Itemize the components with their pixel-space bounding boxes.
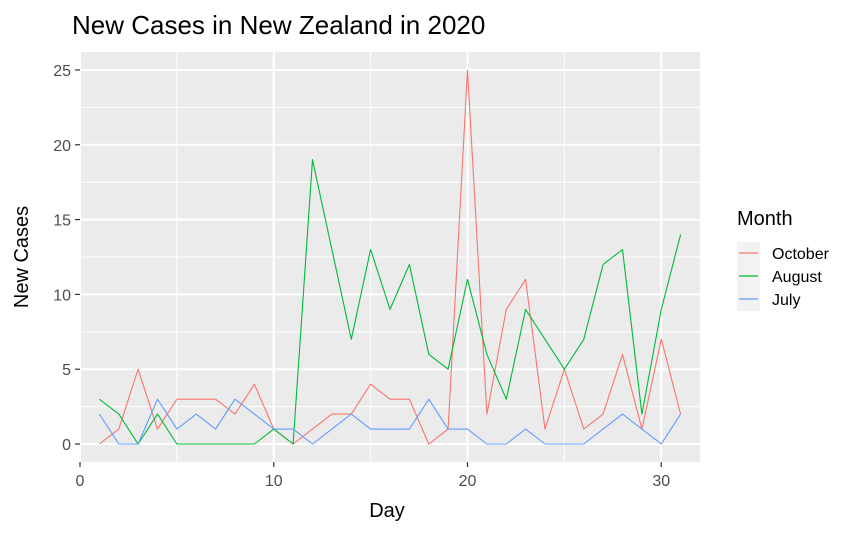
x-tick-label: 20 [459,473,477,490]
series-lines [98,69,682,445]
x-tick-label: 10 [265,473,283,490]
series-line-october [99,69,682,445]
y-tick-label: 15 [53,213,71,230]
grid-minor [80,52,700,462]
legend-label-august: August [772,269,822,286]
grid-major [79,52,700,462]
y-tick-label: 20 [53,138,71,155]
legend-label-october: October [772,246,830,263]
legend: Month October August July [737,208,830,311]
y-tick-label: 0 [62,437,71,454]
x-tick-label: 30 [652,473,670,490]
y-axis-title: New Cases [11,206,33,308]
x-axis-title: Day [369,500,405,522]
chart-title: New Cases in New Zealand in 2020 [72,10,485,40]
series-line-august [99,159,682,445]
y-tick-label: 25 [53,63,71,80]
legend-label-july: July [772,292,800,309]
y-axis: 0 5 10 15 20 25 [53,63,80,454]
series-line-july [98,398,682,445]
x-tick-label: 0 [76,473,85,490]
y-tick-label: 10 [53,287,71,304]
legend-title: Month [737,208,793,230]
y-tick-label: 5 [62,362,71,379]
x-axis: 0 10 20 30 [76,462,670,490]
